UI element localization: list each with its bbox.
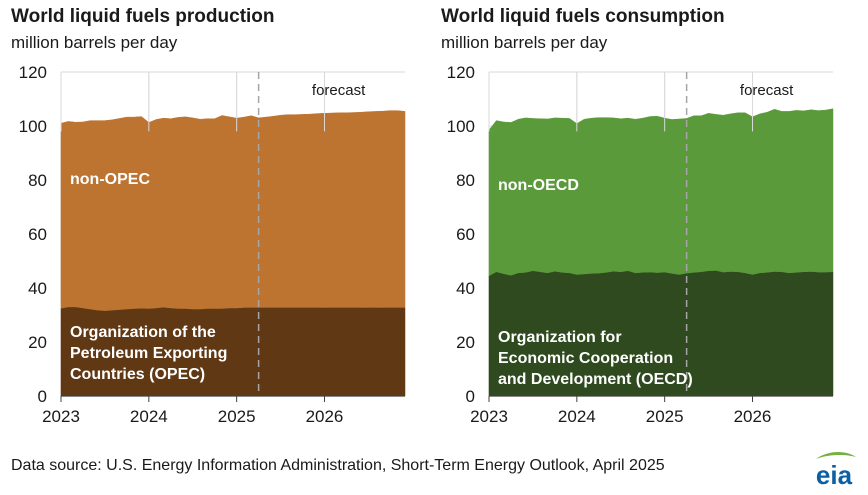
- production-bottom-series-label: Petroleum Exporting: [70, 345, 227, 362]
- production-y-tick-label: 40: [28, 279, 47, 298]
- production-chart-title: World liquid fuels production: [11, 6, 275, 27]
- consumption-y-tick-label: 80: [456, 171, 475, 190]
- production-x-tick-label: 2025: [218, 407, 256, 426]
- consumption-x-tick-label: 2024: [558, 407, 596, 426]
- consumption-y-tick-label: 60: [456, 225, 475, 244]
- consumption-bottom-series-label: Organization for: [498, 329, 622, 346]
- production-area-top: [60, 110, 406, 311]
- consumption-y-tick-label: 120: [447, 63, 475, 82]
- production-top-series-label: non-OPEC: [70, 171, 150, 188]
- consumption-forecast-label: forecast: [740, 82, 794, 99]
- production-y-tick-label: 0: [38, 387, 47, 406]
- consumption-x-tick-label: 2026: [734, 407, 772, 426]
- consumption-x-tick-label: 2025: [646, 407, 684, 426]
- eia-logo: eia: [816, 451, 856, 490]
- consumption-x-tick-label: 2023: [470, 407, 508, 426]
- production-y-tick-label: 100: [19, 117, 47, 136]
- production-chart-subtitle: million barrels per day: [11, 33, 178, 52]
- production-y-tick-label: 80: [28, 171, 47, 190]
- production-y-tick-label: 120: [19, 63, 47, 82]
- data-source-note: Data source: U.S. Energy Information Adm…: [11, 457, 665, 474]
- production-bottom-series-label: Countries (OPEC): [70, 366, 205, 383]
- eia-logo-swoosh: [816, 451, 856, 459]
- consumption-y-tick-label: 0: [466, 387, 475, 406]
- consumption-area-top: [488, 108, 834, 277]
- production-x-tick-label: 2024: [130, 407, 168, 426]
- consumption-bottom-series-label: and Development (OECD): [498, 371, 693, 388]
- consumption-chart-title: World liquid fuels consumption: [441, 6, 725, 27]
- production-bottom-series-label: Organization of the: [70, 324, 216, 341]
- eia-logo-text: eia: [816, 460, 853, 490]
- production-x-tick-label: 2023: [42, 407, 80, 426]
- consumption-y-tick-label: 20: [456, 333, 475, 352]
- production-y-tick-label: 60: [28, 225, 47, 244]
- production-y-tick-label: 20: [28, 333, 47, 352]
- consumption-y-tick-label: 40: [456, 279, 475, 298]
- consumption-chart-subtitle: million barrels per day: [441, 33, 608, 52]
- production-forecast-label: forecast: [312, 82, 366, 99]
- consumption-y-tick-label: 100: [447, 117, 475, 136]
- consumption-top-series-label: non-OECD: [498, 177, 579, 194]
- production-x-tick-label: 2026: [306, 407, 344, 426]
- consumption-bottom-series-label: Economic Cooperation: [498, 350, 673, 367]
